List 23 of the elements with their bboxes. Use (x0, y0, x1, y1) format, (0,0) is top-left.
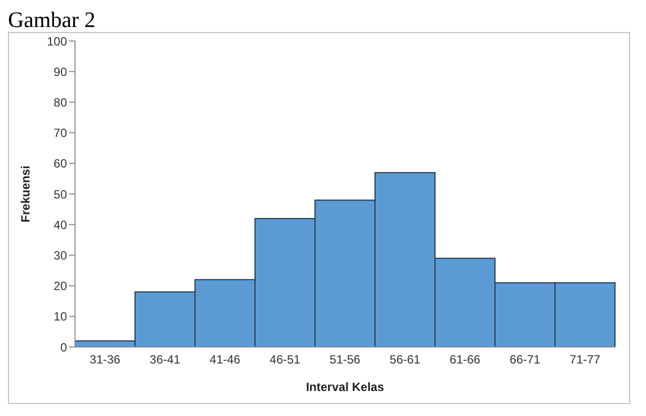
y-tick-label: 80 (54, 95, 68, 110)
y-tick-label: 70 (54, 126, 68, 140)
x-tick-label: 36-41 (150, 352, 181, 367)
x-tick-label: 56-61 (390, 352, 421, 367)
x-tick-label: 66-71 (510, 352, 541, 367)
y-tick-label: 90 (54, 64, 68, 79)
y-tick-label: 40 (54, 218, 68, 232)
x-tick-label: 46-51 (270, 352, 301, 367)
y-axis-title: Frekuensi (18, 166, 32, 222)
y-tick-label: 100 (46, 34, 68, 48)
x-tick-label: 31-36 (90, 352, 121, 367)
y-tick-label: 0 (60, 340, 68, 354)
chart-title: Gambar 2 (8, 7, 96, 32)
y-tick-label: 30 (54, 248, 68, 262)
x-tick-label: 41-46 (210, 352, 241, 367)
x-tick-label: 61-66 (450, 352, 481, 367)
y-tick-label: 10 (54, 310, 68, 324)
x-tick-label: 71-77 (570, 352, 601, 367)
y-tick-label: 60 (54, 156, 68, 171)
x-axis-title: Interval Kelas (306, 380, 384, 394)
y-tick-label: 20 (54, 279, 68, 294)
x-tick-label: 51-56 (330, 352, 361, 367)
y-tick-label: 50 (54, 187, 68, 202)
